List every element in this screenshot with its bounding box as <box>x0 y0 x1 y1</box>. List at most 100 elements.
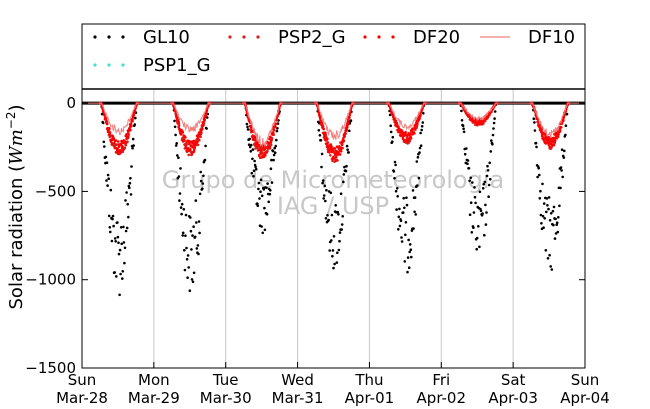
data-point <box>123 246 127 250</box>
data-point <box>245 122 249 126</box>
series-df10 <box>82 102 585 148</box>
data-point <box>205 127 208 130</box>
data-point <box>118 248 122 252</box>
data-point <box>199 135 202 139</box>
x-tick-label-date: Apr-01 <box>345 389 395 407</box>
data-point <box>407 137 411 140</box>
data-point <box>274 122 278 125</box>
y-tick-label: −1000 <box>25 271 76 289</box>
data-point <box>125 191 128 194</box>
data-point <box>116 221 119 224</box>
data-point <box>261 231 265 235</box>
data-point <box>489 150 493 153</box>
data-point <box>323 133 326 137</box>
data-point <box>548 219 552 222</box>
legend-swatch-dot <box>242 35 246 39</box>
data-point <box>177 156 180 159</box>
data-point <box>259 178 263 182</box>
data-point <box>539 189 542 193</box>
data-point <box>346 148 349 151</box>
data-point <box>133 110 136 114</box>
data-point <box>553 237 557 240</box>
data-point <box>251 148 255 151</box>
data-point <box>486 164 489 168</box>
data-point <box>488 161 492 165</box>
data-point <box>183 248 186 252</box>
data-point <box>337 213 340 216</box>
data-point <box>546 257 550 260</box>
data-point <box>484 203 487 207</box>
data-point <box>559 166 563 169</box>
data-point <box>540 134 544 138</box>
data-point <box>543 140 546 143</box>
data-point <box>555 221 559 224</box>
data-point <box>543 132 547 136</box>
data-point <box>394 189 398 193</box>
data-point <box>248 145 252 149</box>
data-point <box>547 196 551 199</box>
data-point <box>468 179 471 183</box>
data-point <box>317 129 321 132</box>
data-point <box>259 151 262 154</box>
data-point <box>192 225 195 228</box>
data-point <box>273 151 277 154</box>
data-point <box>254 167 258 171</box>
data-point <box>123 261 126 265</box>
data-point <box>270 138 273 142</box>
legend-label: PSP2_G <box>278 27 346 48</box>
data-point <box>128 181 132 185</box>
data-point <box>260 194 264 198</box>
data-point <box>186 254 190 257</box>
data-point <box>324 217 328 220</box>
data-point <box>412 227 415 230</box>
data-point <box>204 144 207 148</box>
data-point <box>536 175 539 179</box>
data-point <box>548 145 551 149</box>
data-point <box>268 145 272 149</box>
data-point <box>259 190 262 193</box>
data-point <box>342 180 345 184</box>
data-point <box>343 132 347 135</box>
data-point <box>419 144 423 147</box>
data-point <box>318 115 322 118</box>
data-point <box>269 141 273 144</box>
data-point <box>466 159 470 162</box>
x-tick-label-date: Apr-03 <box>488 389 538 407</box>
data-point <box>196 244 200 247</box>
data-point <box>417 118 421 122</box>
data-point <box>197 220 201 223</box>
data-point <box>538 173 541 177</box>
data-point <box>469 201 473 204</box>
data-point <box>400 130 404 133</box>
y-axis-label: Solar radiation (Wm−2) <box>4 104 27 309</box>
legend-swatch-dot <box>107 63 111 67</box>
data-point <box>330 150 334 154</box>
legend-entry-df20: DF20 <box>363 27 460 48</box>
data-point <box>343 165 346 169</box>
data-point <box>113 271 116 274</box>
data-point <box>559 126 563 129</box>
data-point <box>541 182 544 186</box>
data-point <box>105 122 109 126</box>
legend-entry-psp1-g: PSP1_G <box>93 55 211 76</box>
data-point <box>201 187 204 190</box>
x-tick-label-day: Sun <box>571 371 600 389</box>
data-point <box>339 192 343 195</box>
data-point <box>409 248 413 251</box>
data-point <box>260 225 263 228</box>
data-point <box>329 154 332 157</box>
data-point <box>273 146 277 150</box>
data-point <box>254 165 257 169</box>
data-point <box>482 120 485 124</box>
data-point <box>347 151 351 154</box>
data-point <box>201 121 204 124</box>
x-tick-label-date: Mar-28 <box>56 389 108 407</box>
data-point <box>416 122 419 126</box>
data-point <box>119 143 123 147</box>
data-point <box>114 240 117 243</box>
data-point <box>122 241 126 244</box>
legend-swatch-dot <box>93 35 97 39</box>
data-point <box>552 223 555 227</box>
data-point <box>548 253 551 257</box>
data-point <box>338 153 342 156</box>
